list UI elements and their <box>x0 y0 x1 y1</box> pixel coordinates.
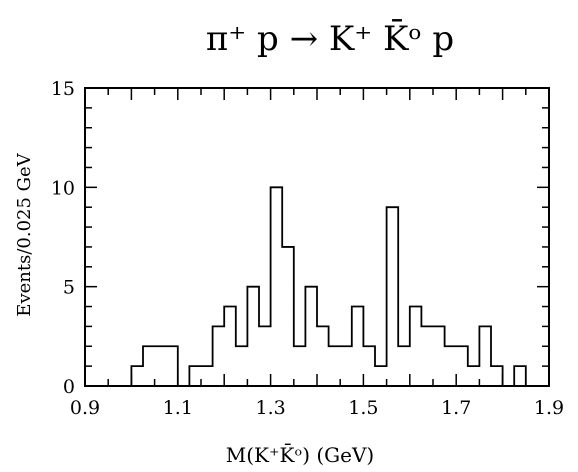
histogram-bin <box>189 366 201 386</box>
x-tick-label: 1.7 <box>441 397 471 419</box>
histogram-bin <box>317 326 329 386</box>
histogram-bin <box>410 307 422 386</box>
histogram-bin <box>340 346 352 386</box>
histogram-bin <box>479 326 491 386</box>
histogram-bin <box>166 346 178 386</box>
histogram-bins <box>131 187 525 386</box>
histogram-bin <box>305 287 317 386</box>
x-tick-label: 0.9 <box>70 397 100 419</box>
ticks: 0.9 1.1 1.3 1.5 1.7 1.9 0 5 10 15 <box>51 78 564 419</box>
histogram-bin <box>491 366 503 386</box>
histogram-bin <box>201 366 213 386</box>
histogram-bin <box>514 366 526 386</box>
y-tick-label: 5 <box>63 277 75 299</box>
histogram-bin <box>271 187 283 386</box>
chart-title: π⁺ p → K⁺ K̄ᵒ p <box>206 18 454 59</box>
y-tick-label: 15 <box>51 78 75 100</box>
histogram-bin <box>456 346 468 386</box>
histogram-bin <box>329 346 341 386</box>
y-tick-label: 10 <box>51 177 75 199</box>
histogram-bin <box>259 326 271 386</box>
histogram-bin <box>398 346 410 386</box>
histogram-bin <box>421 326 433 386</box>
histogram-bin <box>247 287 259 386</box>
x-tick-label: 1.1 <box>163 397 193 419</box>
histogram-bin <box>213 326 225 386</box>
histogram-bin <box>224 307 236 386</box>
x-tick-label: 1.9 <box>534 397 564 419</box>
histogram-bin <box>387 207 399 386</box>
histogram-bin <box>282 247 294 386</box>
x-axis-label: M(K⁺K̄ᵒ) (GeV) <box>226 442 374 467</box>
histogram-bin <box>375 366 387 386</box>
histogram-bin <box>468 366 480 386</box>
x-tick-label: 1.3 <box>255 397 285 419</box>
histogram-bin <box>363 346 375 386</box>
y-axis-label: Events/0.025 GeV <box>14 152 35 316</box>
histogram-bin <box>131 366 143 386</box>
histogram-bin <box>143 346 155 386</box>
x-tick-label: 1.5 <box>348 397 378 419</box>
histogram-series <box>130 186 527 387</box>
histogram-bin <box>236 346 248 386</box>
histogram-bin <box>352 307 364 386</box>
histogram-bin <box>155 346 167 386</box>
histogram-bin <box>294 346 306 386</box>
histogram-bin <box>445 346 457 386</box>
y-tick-label: 0 <box>63 376 75 398</box>
histogram-bin <box>433 326 445 386</box>
